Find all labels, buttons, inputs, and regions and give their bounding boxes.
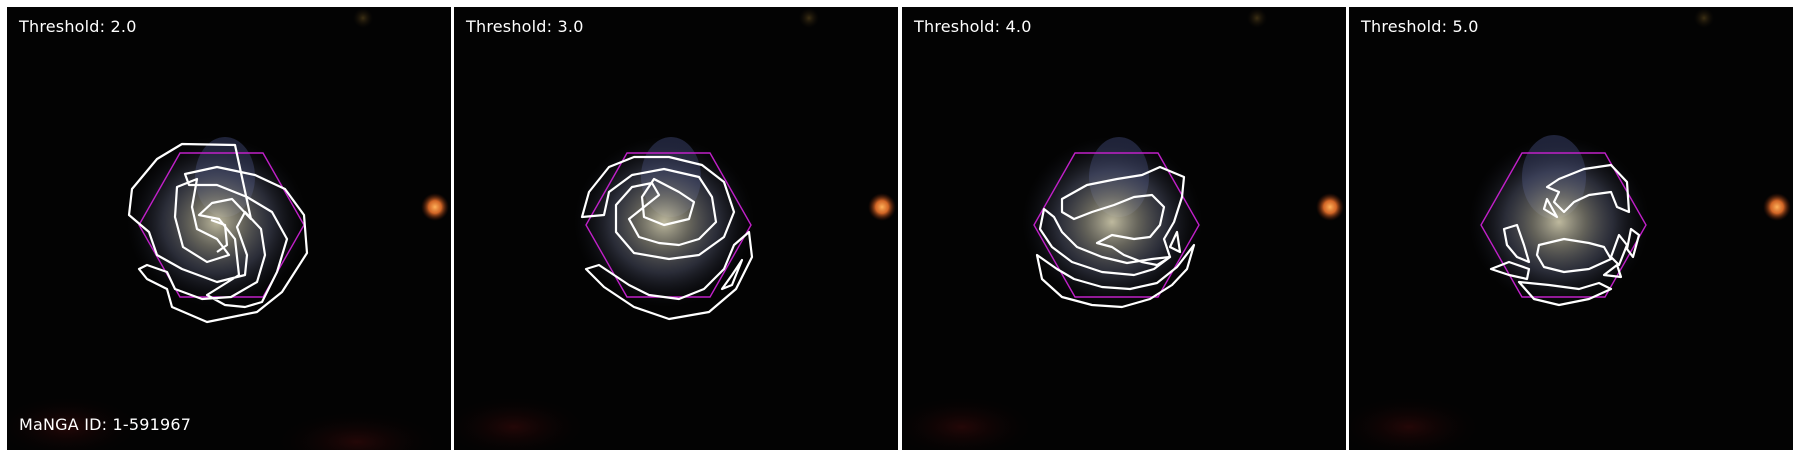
faint-source <box>799 8 819 28</box>
galaxy-panel: Threshold: 2.0 MaNGA ID: 1-591967 <box>7 7 451 450</box>
foreground-star <box>868 193 896 221</box>
ifu-hexagon-aperture <box>1033 152 1200 298</box>
ifu-hexagon-aperture <box>1480 152 1647 298</box>
galaxy-panel: Threshold: 5.0 <box>1349 7 1793 450</box>
galaxy-panel: Threshold: 3.0 <box>454 7 898 450</box>
foreground-star <box>421 193 449 221</box>
faint-source <box>1694 8 1714 28</box>
threshold-label: Threshold: 5.0 <box>1361 17 1479 36</box>
arm-contours <box>127 142 309 324</box>
arm-contours <box>1035 165 1196 309</box>
galaxy-image <box>902 8 1344 450</box>
background-haze <box>7 397 137 450</box>
faint-source <box>353 8 373 28</box>
background-haze <box>454 397 584 450</box>
ifu-hexagon-aperture <box>585 152 752 298</box>
galaxy-image <box>1349 8 1791 450</box>
galaxy-glow <box>1469 137 1649 307</box>
threshold-label: Threshold: 2.0 <box>19 17 137 36</box>
faint-source <box>1247 8 1267 28</box>
galaxy-image <box>7 8 449 450</box>
threshold-label: Threshold: 3.0 <box>466 17 584 36</box>
manga-id-label: MaNGA ID: 1-591967 <box>19 415 192 434</box>
background-haze <box>902 397 1032 450</box>
galaxy-image <box>454 8 896 450</box>
galaxy-panel: Threshold: 4.0 <box>902 7 1346 450</box>
background-haze <box>1349 397 1479 450</box>
threshold-label: Threshold: 4.0 <box>914 17 1032 36</box>
galaxy-glow <box>574 137 754 307</box>
foreground-star <box>1763 193 1791 221</box>
arm-contours <box>1489 163 1641 307</box>
background-haze <box>277 412 437 450</box>
foreground-star <box>1316 193 1344 221</box>
ifu-hexagon-aperture <box>138 152 305 298</box>
arm-contours <box>580 155 754 321</box>
